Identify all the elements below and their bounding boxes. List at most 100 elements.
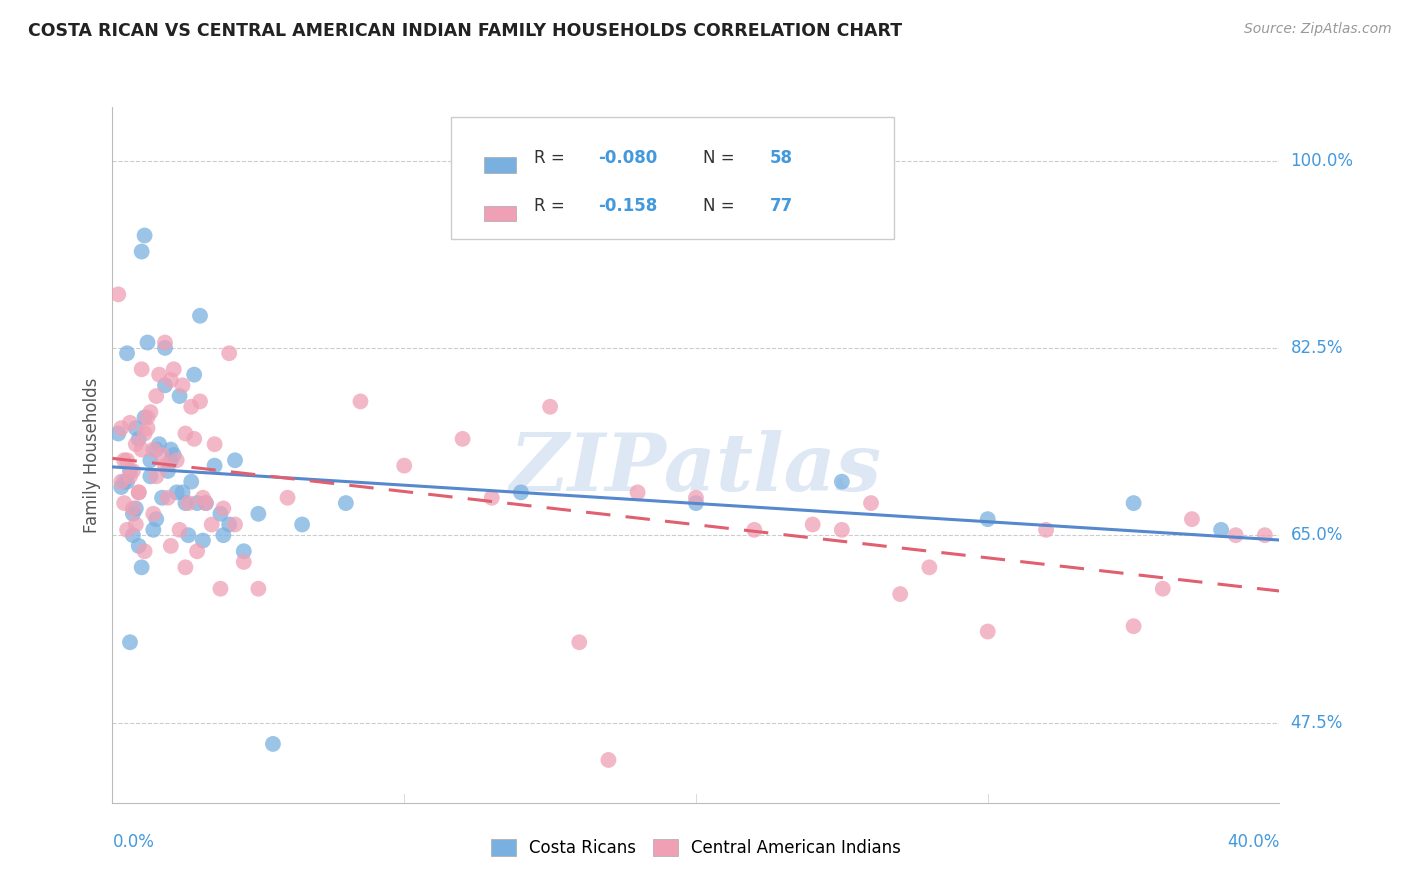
Point: [174, 426, 197, 441]
Point: [150, 491, 173, 505]
Point: [194, 496, 217, 510]
Point: [1152, 582, 1174, 596]
Point: [169, 523, 191, 537]
Point: [188, 394, 211, 409]
Point: [160, 442, 183, 457]
Point: [125, 517, 148, 532]
Point: [191, 491, 214, 505]
Point: [125, 501, 148, 516]
Point: [160, 453, 183, 467]
Point: [742, 523, 765, 537]
Point: [1035, 523, 1057, 537]
Point: [148, 437, 170, 451]
Point: [180, 475, 202, 489]
Point: [136, 421, 159, 435]
Point: [976, 624, 998, 639]
Point: [160, 539, 183, 553]
Text: R =: R =: [534, 149, 569, 167]
Text: 58: 58: [769, 149, 793, 167]
Text: -0.080: -0.080: [598, 149, 657, 167]
FancyBboxPatch shape: [484, 206, 516, 221]
Point: [598, 753, 620, 767]
Point: [183, 368, 205, 382]
Point: [1122, 496, 1144, 510]
Point: [112, 496, 135, 510]
Point: [335, 496, 357, 510]
Point: [153, 458, 176, 473]
Point: [118, 635, 141, 649]
FancyBboxPatch shape: [484, 157, 516, 173]
Point: [1225, 528, 1247, 542]
Text: COSTA RICAN VS CENTRAL AMERICAN INDIAN FAMILY HOUSEHOLDS CORRELATION CHART: COSTA RICAN VS CENTRAL AMERICAN INDIAN F…: [28, 22, 903, 40]
Text: 100.0%: 100.0%: [1291, 152, 1354, 169]
Point: [801, 517, 824, 532]
Point: [139, 453, 162, 467]
Point: [180, 400, 202, 414]
Point: [115, 523, 138, 537]
Point: [174, 560, 197, 574]
Point: [115, 346, 138, 360]
Point: [118, 469, 141, 483]
Text: -0.158: -0.158: [598, 197, 657, 215]
Point: [194, 496, 217, 510]
Point: [918, 560, 941, 574]
Point: [145, 442, 167, 457]
Point: [191, 533, 214, 548]
Point: [112, 453, 135, 467]
Point: [626, 485, 648, 500]
Point: [172, 378, 194, 392]
Point: [145, 469, 167, 483]
Point: [148, 368, 170, 382]
Point: [538, 400, 561, 414]
Point: [1122, 619, 1144, 633]
Point: [177, 528, 200, 542]
FancyBboxPatch shape: [451, 118, 894, 239]
Point: [122, 501, 145, 516]
Point: [218, 517, 240, 532]
Point: [131, 362, 153, 376]
Point: [204, 458, 226, 473]
Point: [136, 335, 159, 350]
Point: [122, 507, 145, 521]
Point: [232, 555, 254, 569]
Point: [145, 389, 167, 403]
Point: [212, 501, 235, 516]
Point: [125, 421, 148, 435]
Point: [131, 442, 153, 457]
Point: [224, 517, 246, 532]
Point: [134, 410, 156, 425]
Point: [392, 458, 416, 473]
Text: 77: 77: [769, 197, 793, 215]
Point: [163, 448, 186, 462]
Point: [115, 475, 138, 489]
Point: [107, 426, 129, 441]
Legend: Costa Ricans, Central American Indians: Costa Ricans, Central American Indians: [484, 832, 908, 864]
Point: [153, 378, 176, 392]
Point: [134, 426, 156, 441]
Text: N =: N =: [703, 197, 740, 215]
Text: 0.0%: 0.0%: [112, 833, 155, 851]
Point: [145, 512, 167, 526]
Point: [183, 432, 205, 446]
Point: [685, 496, 707, 510]
Point: [1181, 512, 1204, 526]
Point: [142, 442, 165, 457]
Point: [128, 432, 150, 446]
Point: [142, 507, 165, 521]
Point: [136, 410, 159, 425]
Y-axis label: Family Households: Family Households: [83, 377, 101, 533]
Text: 82.5%: 82.5%: [1291, 339, 1343, 357]
Point: [247, 582, 270, 596]
Point: [131, 560, 153, 574]
Point: [889, 587, 911, 601]
Text: R =: R =: [534, 197, 569, 215]
Point: [349, 394, 371, 409]
Point: [186, 496, 208, 510]
Point: [831, 475, 853, 489]
Point: [247, 507, 270, 521]
Point: [201, 517, 224, 532]
Text: 40.0%: 40.0%: [1227, 833, 1279, 851]
Point: [122, 528, 145, 542]
Point: [153, 341, 176, 355]
Point: [128, 539, 150, 553]
